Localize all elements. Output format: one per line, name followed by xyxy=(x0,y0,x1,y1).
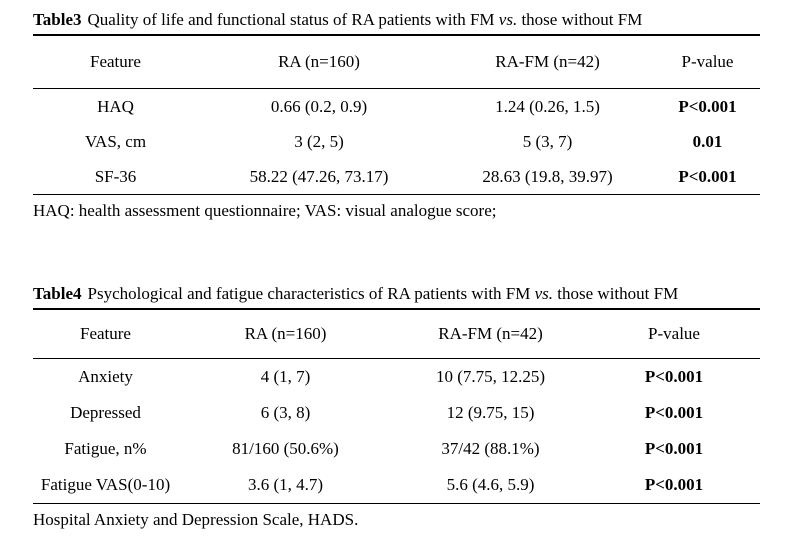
rafm-value-cell: 5.6 (4.6, 5.9) xyxy=(446,475,535,494)
rafm-value-cell: 10 (7.75, 12.25) xyxy=(435,367,546,386)
feature-cell: Fatigue, n% xyxy=(64,439,147,458)
table3-col-ra: RA (n=160) xyxy=(198,35,440,89)
table-row: HAQ 0.66 (0.2, 0.9) 1.24 (0.26, 1.5) P<0… xyxy=(33,89,760,125)
table3-caption-text: Quality of life and functional status of… xyxy=(87,10,495,29)
feature-cell: SF-36 xyxy=(94,166,137,186)
ra-value-cell: 6 (3, 8) xyxy=(260,403,311,422)
ra-value-cell: 3 (2, 5) xyxy=(294,131,344,151)
ra-value-cell: 81/160 (50.6%) xyxy=(232,439,339,458)
pvalue-cell: P<0.001 xyxy=(644,367,704,386)
table3-footnote: HAQ: health assessment questionnaire; VA… xyxy=(33,201,497,220)
rafm-value-cell: 5 (3, 7) xyxy=(522,131,573,151)
rafm-value-cell: 28.63 (19.8, 39.97) xyxy=(482,166,613,186)
table4: Feature RA (n=160) RA-FM (n=42) P-value … xyxy=(33,308,760,504)
table3-caption: Table3 Quality of life and functional sta… xyxy=(33,8,760,32)
ra-value-cell: 58.22 (47.26, 73.17) xyxy=(249,166,389,186)
feature-cell: Fatigue VAS(0-10) xyxy=(40,475,171,494)
table4-col-pvalue: P-value xyxy=(588,309,760,359)
table3-col-rafm: RA-FM (n=42) xyxy=(440,35,655,89)
table4-caption-text: Psychological and fatigue characteristic… xyxy=(87,284,531,303)
table4-col-feature: Feature xyxy=(33,309,178,359)
rafm-value-cell: 12 (9.75, 15) xyxy=(446,403,535,422)
ra-value-cell: 0.66 (0.2, 0.9) xyxy=(270,96,368,116)
table3-header-row: Feature RA (n=160) RA-FM (n=42) P-value xyxy=(33,35,760,89)
table3-section: Table3 Quality of life and functional sta… xyxy=(33,8,760,222)
table-row: Fatigue, n% 81/160 (50.6%) 37/42 (88.1%)… xyxy=(33,431,760,467)
pvalue-cell: P<0.001 xyxy=(678,96,737,116)
ra-value-cell: 4 (1, 7) xyxy=(260,367,311,386)
pvalue-cell: P<0.001 xyxy=(678,166,737,186)
rafm-value-cell: 37/42 (88.1%) xyxy=(441,439,540,458)
feature-cell: VAS, cm xyxy=(84,131,147,151)
feature-cell: Depressed xyxy=(70,403,141,422)
table4-footnote: Hospital Anxiety and Depression Scale, H… xyxy=(33,510,359,529)
table4-label: Table4 xyxy=(33,284,82,303)
table3-col-feature: Feature xyxy=(33,35,198,89)
table4-header-row: Feature RA (n=160) RA-FM (n=42) P-value xyxy=(33,309,760,359)
table4-caption: Table4 Psychological and fatigue characte… xyxy=(33,282,760,306)
table4-col-rafm: RA-FM (n=42) xyxy=(393,309,588,359)
pvalue-cell: 0.01 xyxy=(692,131,723,151)
table3-caption-tail: those without FM xyxy=(521,10,643,29)
feature-cell: HAQ xyxy=(97,96,134,116)
ra-value-cell: 3.6 (1, 4.7) xyxy=(247,475,324,494)
table3-label: Table3 xyxy=(33,10,82,29)
table-row: Fatigue VAS(0-10) 3.6 (1, 4.7) 5.6 (4.6,… xyxy=(33,467,760,504)
rafm-value-cell: 1.24 (0.26, 1.5) xyxy=(495,96,600,116)
pvalue-cell: P<0.001 xyxy=(644,475,704,494)
table3-col-pvalue: P-value xyxy=(655,35,760,89)
table4-caption-vs: vs. xyxy=(534,284,554,303)
pvalue-cell: P<0.001 xyxy=(644,403,704,422)
table3: Feature RA (n=160) RA-FM (n=42) P-value … xyxy=(33,34,760,195)
table-row: Depressed 6 (3, 8) 12 (9.75, 15) P<0.001 xyxy=(33,395,760,431)
table3-caption-vs: vs. xyxy=(498,10,518,29)
table4-section: Table4 Psychological and fatigue characte… xyxy=(33,282,760,531)
table-row: Anxiety 4 (1, 7) 10 (7.75, 12.25) P<0.00… xyxy=(33,359,760,396)
table4-col-ra: RA (n=160) xyxy=(178,309,393,359)
document: Table3 Quality of life and functional sta… xyxy=(33,8,760,531)
table4-caption-tail: those without FM xyxy=(557,284,679,303)
feature-cell: Anxiety xyxy=(78,367,133,386)
table-row: SF-36 58.22 (47.26, 73.17) 28.63 (19.8, … xyxy=(33,159,760,195)
pvalue-cell: P<0.001 xyxy=(644,439,704,458)
table-row: VAS, cm 3 (2, 5) 5 (3, 7) 0.01 xyxy=(33,124,760,159)
